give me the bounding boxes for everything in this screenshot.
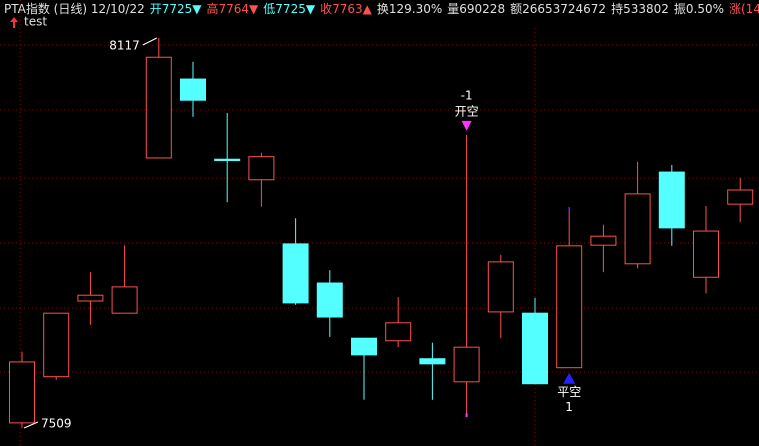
candle-body xyxy=(351,337,377,356)
candle-body xyxy=(624,193,651,265)
candle-body xyxy=(385,322,412,342)
header-item: 低7725▼ xyxy=(263,2,316,16)
signal-marker xyxy=(563,372,576,384)
candle-body xyxy=(111,286,138,314)
high-label: 8117 xyxy=(109,39,140,53)
candle-body xyxy=(180,78,206,101)
signal-label: 平空 xyxy=(557,385,581,399)
candle-body xyxy=(658,171,685,229)
candle-body xyxy=(43,312,70,378)
candle-body xyxy=(316,282,343,318)
header-item: 额26653724672 xyxy=(510,2,606,16)
signal-value: 1 xyxy=(565,400,573,414)
candle-body xyxy=(556,245,583,369)
signal-label: 开空 xyxy=(455,104,479,118)
candle-body xyxy=(487,261,514,313)
candle-body xyxy=(214,158,241,162)
candle-body xyxy=(522,312,548,385)
header: PTA指数 (日线) 12/10/22 开7725▼ 高7764▼ 低7725▼ 收77… xyxy=(4,1,759,16)
low-pointer xyxy=(23,421,39,429)
candle-body xyxy=(590,235,617,246)
header-item: 持533802 xyxy=(611,1,669,16)
candle-body xyxy=(453,346,480,383)
header-item: 振0.50% xyxy=(674,2,724,16)
indicator-name: test xyxy=(24,15,47,29)
candle-body xyxy=(145,56,172,159)
signal-tick xyxy=(568,206,571,209)
candle-body xyxy=(282,243,309,304)
candle-body xyxy=(419,358,446,365)
header-item: 收7763▲ xyxy=(320,2,373,16)
indicator-icon xyxy=(10,17,18,28)
candle-body xyxy=(9,361,35,424)
header-item: 涨(14)0.18% xyxy=(729,1,759,16)
candle-body xyxy=(693,230,719,278)
signal-marker xyxy=(461,120,472,131)
candle-body xyxy=(77,294,104,302)
header-item: 换129.30% xyxy=(377,2,442,16)
high-pointer xyxy=(142,37,158,46)
candle-body xyxy=(248,156,275,181)
candle-body xyxy=(727,189,754,205)
header-item: 量690228 xyxy=(447,2,505,16)
header-item: 高7764▼ xyxy=(207,1,260,16)
header-item: 开7725▼ xyxy=(150,2,203,16)
header-item: PTA指数 (日线) 12/10/22 xyxy=(4,1,145,16)
low-label: 7509 xyxy=(41,417,72,431)
signal-value: -1 xyxy=(461,88,473,102)
